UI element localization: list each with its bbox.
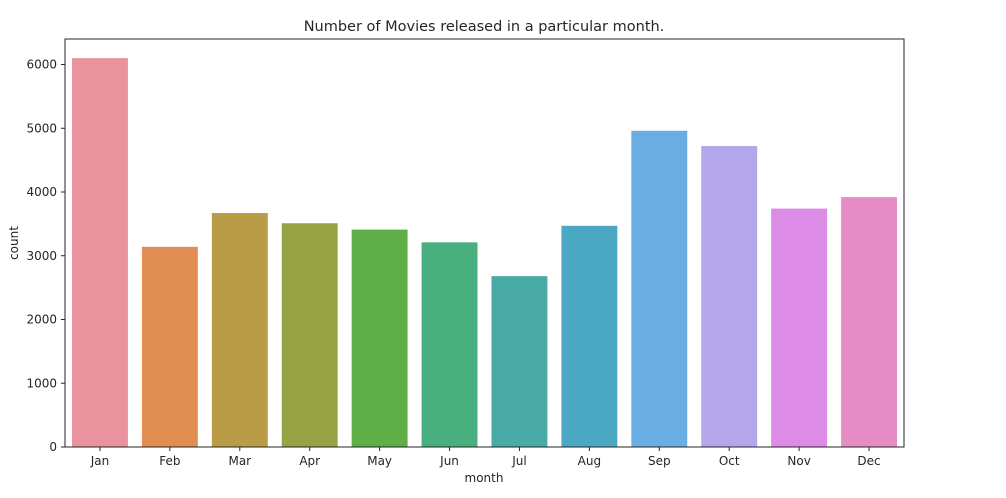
- bar-aug: [561, 225, 618, 447]
- y-tick-label-3000: 3000: [26, 249, 57, 263]
- y-tick-label-4000: 4000: [26, 185, 57, 199]
- bars-group: [71, 58, 898, 448]
- x-tick-label-dec: Dec: [857, 454, 880, 468]
- x-tick-label-nov: Nov: [787, 454, 810, 468]
- bar-apr: [281, 223, 338, 447]
- bar-oct: [701, 146, 758, 447]
- bar-dec: [841, 197, 898, 447]
- x-tick-label-feb: Feb: [159, 454, 180, 468]
- y-tick-label-0: 0: [49, 440, 57, 454]
- bar-mar: [211, 213, 268, 447]
- chart-title: Number of Movies released in a particula…: [304, 19, 665, 35]
- bar-feb: [141, 246, 198, 447]
- bar-jun: [421, 242, 478, 447]
- x-axis: Jan Feb Mar Apr May Jun Jul Aug Sep Oct Nov Dec: [90, 447, 881, 468]
- bar-jul: [491, 276, 548, 447]
- x-tick-label-jan: Jan: [90, 454, 110, 468]
- y-tick-label-1000: 1000: [26, 376, 57, 390]
- x-tick-label-mar: Mar: [228, 454, 251, 468]
- x-tick-label-jun: Jun: [439, 454, 459, 468]
- y-tick-label-2000: 2000: [26, 313, 57, 327]
- bar-may: [351, 229, 408, 447]
- x-tick-label-apr: Apr: [299, 454, 320, 468]
- x-tick-label-may: May: [367, 454, 392, 468]
- x-tick-label-jul: Jul: [511, 454, 526, 468]
- x-axis-label: month: [465, 471, 504, 485]
- plot-frame: [64, 38, 905, 448]
- bar-sep: [631, 130, 688, 448]
- y-tick-label-6000: 6000: [26, 58, 57, 72]
- y-axis: 0 1000 2000 3000 4000 5000 6000: [26, 58, 65, 454]
- x-tick-label-oct: Oct: [719, 454, 740, 468]
- y-axis-label: count: [7, 226, 21, 260]
- y-tick-label-5000: 5000: [26, 121, 57, 135]
- bar-jan: [71, 58, 128, 448]
- bar-nov: [771, 208, 828, 447]
- x-tick-label-sep: Sep: [648, 454, 671, 468]
- x-tick-label-aug: Aug: [578, 454, 601, 468]
